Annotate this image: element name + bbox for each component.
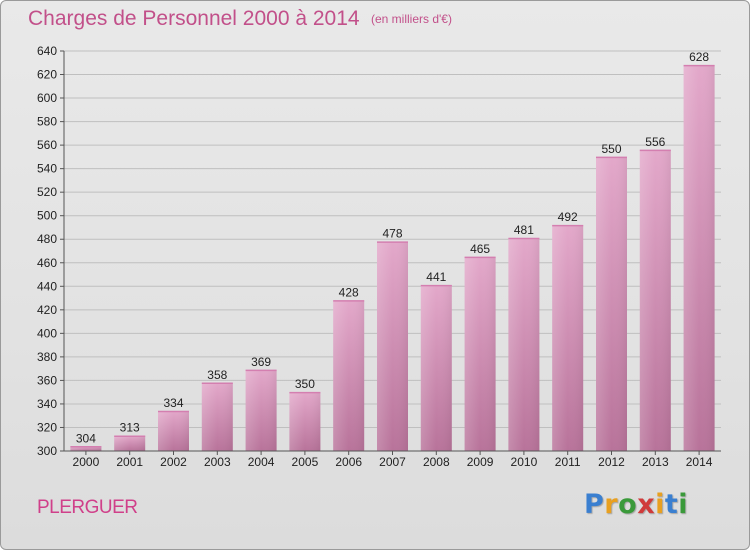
logo-letter: r xyxy=(604,489,619,520)
y-tick-label: 600 xyxy=(37,91,57,105)
data-label: 304 xyxy=(76,431,96,445)
bar-highlight xyxy=(114,435,146,451)
bar-highlight xyxy=(201,382,233,451)
bar-highlight xyxy=(377,241,408,451)
bar-highlight xyxy=(289,392,321,451)
bars: 304 313 334 358 369 350 428 478 441 465 481 492 550 5… xyxy=(70,50,715,451)
x-tick-label: 2013 xyxy=(642,455,669,469)
bar-highlight xyxy=(245,369,277,451)
logo-letter: x xyxy=(637,489,656,520)
y-tick-label: 300 xyxy=(37,444,57,458)
data-label: 313 xyxy=(120,421,140,435)
data-label: 478 xyxy=(382,227,402,241)
data-label: 492 xyxy=(558,210,578,224)
x-tick-label: 2003 xyxy=(204,455,231,469)
y-tick-label: 400 xyxy=(37,326,57,340)
y-tick-label: 520 xyxy=(37,185,57,199)
y-tick-label: 500 xyxy=(37,209,57,223)
y-tick-label: 620 xyxy=(37,68,57,82)
bar-highlight xyxy=(683,65,715,451)
y-tick-label: 440 xyxy=(37,279,57,293)
chart-title: Charges de Personnel 2000 à 2014 xyxy=(28,7,360,30)
bar-highlight xyxy=(70,446,102,451)
y-tick-label: 340 xyxy=(37,397,57,411)
x-tick-label: 2010 xyxy=(511,455,538,469)
x-tick-label: 2005 xyxy=(292,455,319,469)
chart-subtitle: (en milliers d'€) xyxy=(371,12,452,26)
bar-highlight xyxy=(464,256,496,451)
y-tick-label: 580 xyxy=(37,115,57,129)
data-label: 556 xyxy=(645,135,665,149)
x-tick-label: 2006 xyxy=(335,455,362,469)
x-tick-label: 2012 xyxy=(598,455,625,469)
y-tick-label: 320 xyxy=(37,420,57,434)
x-tick-label: 2007 xyxy=(379,455,406,469)
logo-letter: o xyxy=(618,489,638,520)
data-label: 628 xyxy=(689,50,709,64)
logo-letter: i xyxy=(678,489,689,520)
logo-letter: i xyxy=(655,489,665,520)
x-tick-label: 2009 xyxy=(467,455,494,469)
bar-highlight xyxy=(596,156,627,451)
y-tick-label: 380 xyxy=(37,350,57,364)
data-label: 550 xyxy=(601,142,621,156)
proxiti-logo: Proxiti xyxy=(584,489,688,520)
y-tick-label: 560 xyxy=(37,138,57,152)
data-label: 481 xyxy=(514,223,534,237)
y-tick-label: 360 xyxy=(37,373,57,387)
logo-letter: t xyxy=(664,489,679,520)
bar-highlight xyxy=(333,300,365,451)
y-tick-label: 460 xyxy=(37,256,57,270)
data-label: 465 xyxy=(470,242,490,256)
data-label: 369 xyxy=(251,355,271,369)
data-label: 334 xyxy=(163,396,183,410)
data-label: 441 xyxy=(426,270,446,284)
x-tick-label: 2004 xyxy=(248,455,275,469)
bar-highlight xyxy=(552,225,584,451)
x-tick-label: 2011 xyxy=(555,455,581,469)
y-tick-label: 480 xyxy=(37,232,57,246)
commune-name: PLERGUER xyxy=(37,497,138,518)
bar-highlight xyxy=(420,285,452,451)
y-axis: 300 320 340 360 380 400 420 440 460 480 500 520 540 5… xyxy=(37,44,65,458)
x-tick-label: 2002 xyxy=(160,455,187,469)
bar-highlight xyxy=(639,149,671,451)
data-label: 428 xyxy=(339,285,359,299)
y-tick-label: 640 xyxy=(37,44,57,58)
bar-highlight xyxy=(508,238,540,451)
x-tick-label: 2008 xyxy=(423,455,450,469)
y-tick-label: 420 xyxy=(37,303,57,317)
bar-highlight xyxy=(158,411,189,451)
y-tick-label: 540 xyxy=(37,162,57,176)
data-label: 358 xyxy=(207,368,227,382)
x-tick-label: 2014 xyxy=(686,455,713,469)
x-axis: 2000 2001 2002 2003 2004 2005 2006 2007 2008 2009… xyxy=(64,450,721,469)
x-tick-label: 2001 xyxy=(116,455,143,469)
logo-letter: P xyxy=(584,489,605,520)
data-label: 350 xyxy=(295,377,315,391)
x-tick-label: 2000 xyxy=(73,455,100,469)
